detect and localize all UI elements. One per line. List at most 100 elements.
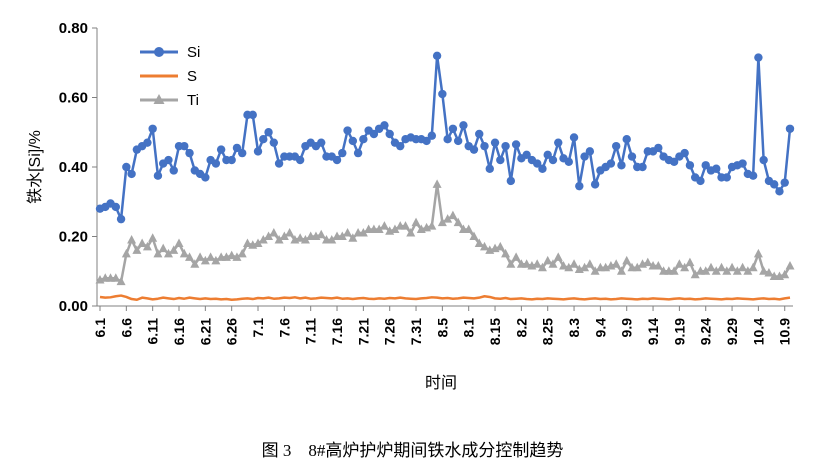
series-ti <box>95 179 795 286</box>
x-tick-label: 6.21 <box>197 318 213 345</box>
data-point-ti <box>211 255 221 265</box>
legend-marker <box>153 94 165 104</box>
data-point-si <box>480 141 489 151</box>
x-axis-title: 时间 <box>425 374 457 392</box>
data-point-ti <box>580 262 590 272</box>
data-point-si <box>680 148 689 158</box>
legend-marker <box>154 47 164 57</box>
data-point-ti <box>448 210 458 220</box>
data-point-si <box>496 155 505 165</box>
data-point-si <box>369 129 379 139</box>
data-point-ti <box>185 252 195 261</box>
data-point-si <box>143 138 152 147</box>
data-point-ti <box>337 231 347 240</box>
data-point-si <box>780 178 789 187</box>
data-point-ti <box>474 238 484 247</box>
data-point-ti <box>227 250 237 260</box>
data-point-si <box>343 126 352 135</box>
data-point-ti <box>279 231 289 240</box>
data-point-ti <box>653 261 663 270</box>
data-point-ti <box>511 252 521 261</box>
data-point-si <box>606 159 616 168</box>
x-tick-label: 6.1 <box>92 318 108 338</box>
data-point-ti <box>611 259 621 268</box>
data-point-si <box>253 147 263 156</box>
legend-label: S <box>187 68 197 85</box>
data-point-ti <box>495 241 505 251</box>
x-tick-label: 7.6 <box>276 318 292 338</box>
x-tick-label: 7.31 <box>408 318 424 345</box>
x-tick-label: 6.6 <box>118 318 134 338</box>
data-point-ti <box>685 257 695 267</box>
data-point-si <box>522 150 531 160</box>
data-point-si <box>422 136 431 146</box>
data-point-si <box>748 171 758 180</box>
data-point-ti <box>348 233 358 242</box>
data-point-ti <box>553 252 563 261</box>
data-point-ti <box>464 224 474 234</box>
x-tick-label: 6.11 <box>145 318 161 345</box>
legend-label: Si <box>187 44 200 61</box>
x-tick-label: 9.29 <box>724 318 740 345</box>
data-point-ti <box>753 248 763 258</box>
data-point-ti <box>564 262 574 272</box>
data-point-si <box>269 138 279 147</box>
data-point-ti <box>701 266 711 275</box>
data-point-si <box>532 159 542 168</box>
data-point-si <box>169 166 178 175</box>
data-point-si <box>274 159 284 168</box>
x-axis: 6.1 6.6 6.11 6.16 6.21 6.26 7.1 7.6 7.11 7.16 7.21… <box>92 305 793 345</box>
figure-caption: 图 3 8#高炉护炉期间铁水成分控制趋势 <box>261 441 564 460</box>
data-point-ti <box>242 238 252 247</box>
data-point-si <box>738 159 747 168</box>
data-point-ti <box>358 228 368 237</box>
data-point-ti <box>390 224 400 234</box>
data-point-si <box>380 121 389 130</box>
data-point-si <box>438 89 447 99</box>
data-point-ti <box>269 228 279 237</box>
data-point-ti <box>374 224 384 234</box>
data-point-ti <box>121 248 131 258</box>
data-point-si <box>669 157 679 166</box>
data-point-ti <box>190 259 200 268</box>
data-point-ti <box>132 245 142 254</box>
data-point-ti <box>116 276 126 286</box>
data-point-ti <box>148 233 158 242</box>
data-point-si <box>201 173 210 182</box>
data-point-si <box>185 148 194 158</box>
data-point-ti <box>316 229 326 239</box>
data-point-si <box>548 155 558 165</box>
x-tick-label: 10.9 <box>777 318 793 345</box>
y-tick-label: 0.20 <box>59 229 88 246</box>
data-point-ti <box>253 238 263 247</box>
data-point-si <box>227 155 236 165</box>
data-point-si <box>295 155 305 165</box>
data-point-ti <box>300 234 310 244</box>
data-point-si <box>511 140 521 149</box>
y-axis: 0.00 0.20 0.40 0.60 0.80 <box>59 20 98 315</box>
data-point-ti <box>532 259 542 268</box>
data-point-ti <box>559 261 569 270</box>
series-line-s <box>99 294 791 301</box>
data-point-ti <box>480 241 490 251</box>
data-point-si <box>111 202 121 212</box>
data-point-ti <box>722 266 732 275</box>
data-point-si <box>443 135 452 144</box>
data-point-ti <box>501 248 511 258</box>
data-point-ti <box>427 221 437 230</box>
data-point-ti <box>137 238 147 247</box>
data-point-si <box>264 128 273 137</box>
data-point-si <box>712 164 721 173</box>
data-point-ti <box>153 248 163 258</box>
x-tick-label: 8.25 <box>540 318 556 345</box>
data-point-ti <box>780 269 790 279</box>
data-point-ti <box>669 266 679 275</box>
data-point-si <box>775 187 784 196</box>
x-tick-label: 9.9 <box>619 318 635 338</box>
data-point-si <box>459 121 468 130</box>
x-tick-label: 7.21 <box>355 318 371 345</box>
data-point-si <box>769 180 779 189</box>
data-point-si <box>485 164 494 173</box>
data-point-ti <box>743 266 753 275</box>
data-point-ti <box>690 269 700 279</box>
